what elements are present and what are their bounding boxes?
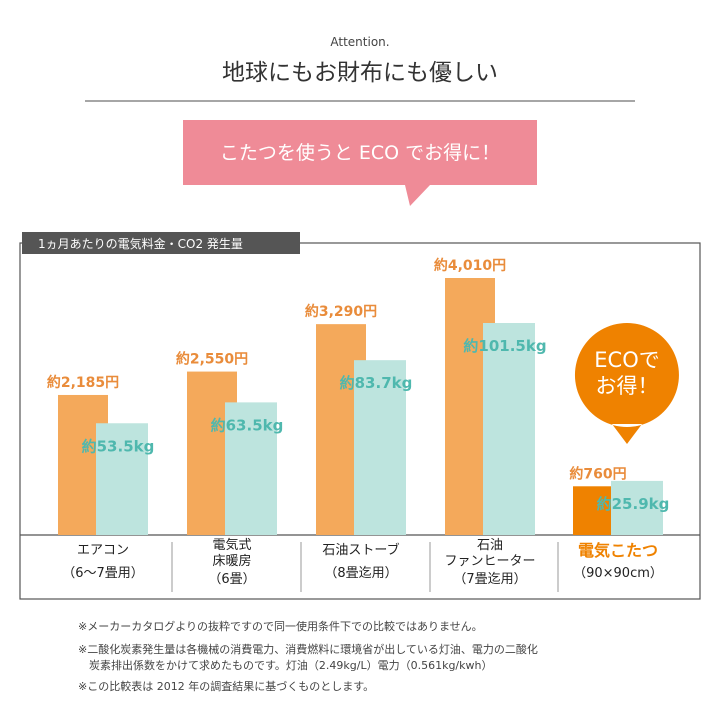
value-label: 約25.9kg	[597, 495, 670, 513]
banner-text: こたつを使うと ECO でお得に！	[220, 142, 500, 164]
bar	[483, 323, 535, 535]
value-label: 約53.5kg	[82, 437, 155, 455]
bar	[354, 360, 406, 535]
footnote: ※この比較表は 2012 年の調査結果に基づくものとします。	[78, 680, 375, 693]
value-label: 約83.7kg	[340, 374, 413, 392]
chart-title: 1ヵ月あたりの電気料金・CO2 発生量	[38, 236, 243, 251]
category-note: （8畳迄用）	[324, 566, 398, 581]
chart-title-box	[22, 232, 300, 254]
bar	[225, 402, 277, 535]
value-label: 約2,185円	[47, 374, 119, 391]
footnote: ※二酸化炭素発生量は各機械の消費電力、消費燃料に環境省が出している灯油、電力の二…	[78, 643, 538, 672]
category-label: 電気こたつ	[577, 541, 658, 560]
value-label: 約760円	[569, 465, 626, 482]
badge-shape	[574, 323, 679, 444]
value-label: 約63.5kg	[211, 416, 284, 434]
bar	[96, 423, 148, 535]
category-note: （6畳）	[208, 572, 256, 587]
category-label: 石油ストーブ	[322, 543, 400, 558]
value-label: 約4,010円	[434, 257, 506, 274]
category-note: （90×90cm）	[573, 566, 663, 581]
value-label: 約101.5kg	[463, 337, 546, 355]
category-note: （6〜7畳用）	[62, 566, 144, 581]
value-label: 約3,290円	[305, 303, 377, 320]
category-label: 石油 ファンヒーター	[444, 538, 536, 569]
banner-shape	[183, 120, 537, 206]
bar	[611, 480, 663, 535]
category-label: エアコン	[76, 543, 129, 558]
category-label: 電気式 床暖房	[212, 538, 252, 569]
footnote: ※メーカーカタログよりの抜粋ですので同一使用条件下での比較ではありません。	[78, 620, 483, 633]
category-note: （7畳迄用）	[453, 572, 527, 587]
kicker: Attention.	[330, 35, 389, 49]
title: 地球にもお財布にも優しい	[222, 60, 498, 86]
badge-text: ECOでお得！	[594, 348, 659, 398]
value-label: 約2,550円	[176, 351, 248, 368]
chart-frame	[19, 242, 701, 600]
